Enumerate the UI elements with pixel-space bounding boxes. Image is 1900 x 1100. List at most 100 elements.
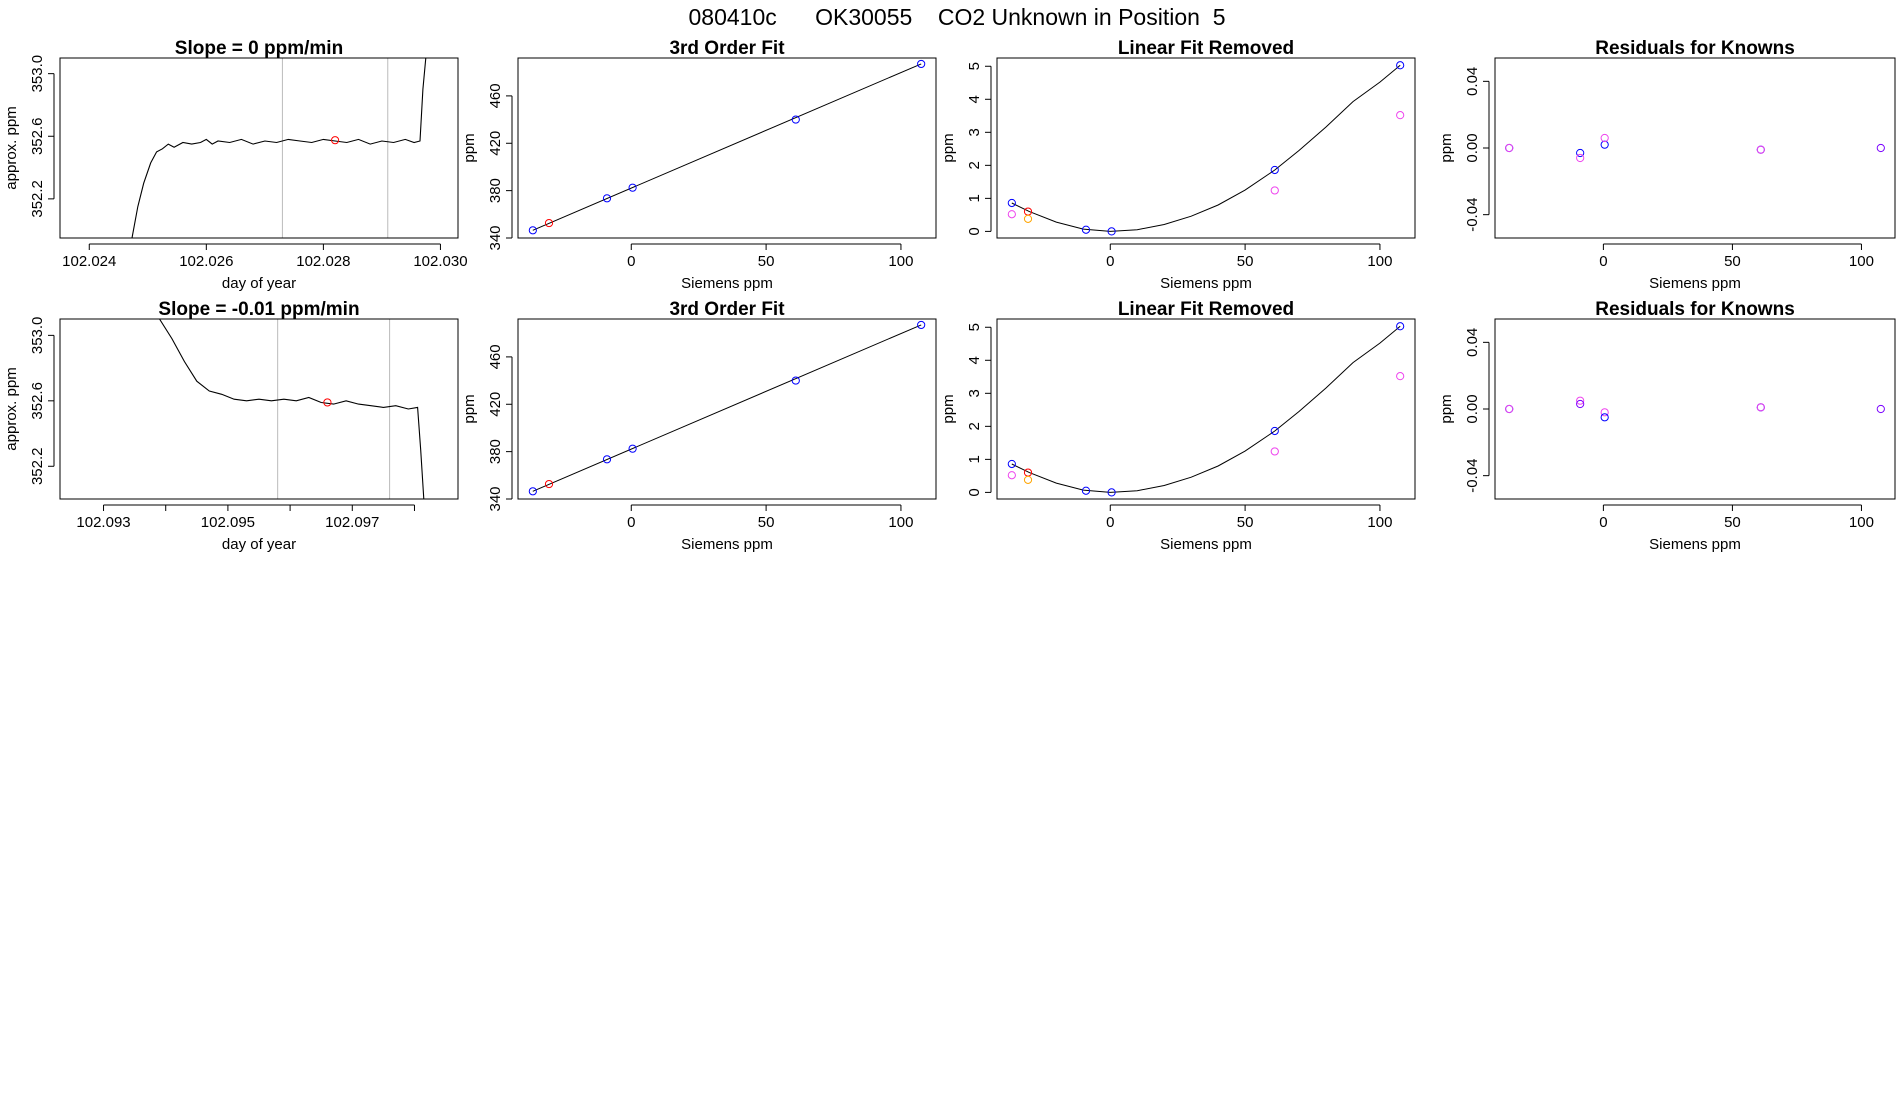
y-tick-label: 353.0 <box>29 55 46 93</box>
y-tick-label: 4 <box>966 95 983 103</box>
x-tick-label: 100 <box>888 514 913 531</box>
y-tick-label: 1 <box>966 455 983 463</box>
y-axis-label: ppm <box>461 394 478 423</box>
x-tick-label: 100 <box>1849 514 1874 531</box>
x-tick-label: 102.024 <box>62 253 116 270</box>
data-point <box>1081 486 1091 495</box>
data-point <box>1007 198 1016 208</box>
y-tick-label: 0 <box>966 227 983 235</box>
x-axis-label: Siemens ppm <box>1160 536 1252 553</box>
x-tick-label: 50 <box>1724 514 1741 531</box>
y-tick-label: 3 <box>966 389 983 397</box>
panel-title: Residuals for Knowns <box>1595 38 1795 59</box>
x-tick-label: 102.026 <box>179 253 233 270</box>
y-tick-label: 0.00 <box>1464 394 1481 423</box>
data-point <box>1396 61 1405 70</box>
panel-title: 3rd Order Fit <box>669 299 785 320</box>
data-point <box>544 479 554 489</box>
panel-title: Linear Fit Removed <box>1118 38 1294 59</box>
data-point <box>1756 403 1765 412</box>
plot-frame <box>59 318 459 500</box>
data-point <box>1396 372 1405 381</box>
y-axis-label: ppm <box>461 133 478 162</box>
data-point <box>1270 186 1279 195</box>
x-tick-label: 100 <box>1849 253 1874 270</box>
data-point <box>1576 153 1585 163</box>
data-point <box>1756 145 1765 154</box>
x-tick-label: 0 <box>1599 514 1607 531</box>
fit-curve <box>532 63 922 231</box>
plot-frame <box>996 57 1416 239</box>
panel-title: Residuals for Knowns <box>1595 299 1795 320</box>
data-point <box>791 115 800 124</box>
y-tick-label: 1 <box>966 194 983 202</box>
data-point <box>1600 140 1609 149</box>
data-point <box>1270 426 1279 436</box>
y-tick-label: 3 <box>966 128 983 136</box>
data-point <box>602 194 612 203</box>
data-point <box>528 487 537 496</box>
y-axis-label: approx. ppm <box>3 106 20 189</box>
x-tick-label: 0 <box>627 514 635 531</box>
x-tick-label: 102.093 <box>76 514 130 531</box>
fit-curve <box>532 324 922 492</box>
data-point <box>917 320 926 330</box>
x-tick-label: 0 <box>627 253 635 270</box>
figure-title: 080410c OK30055 CO2 Unknown in Position … <box>689 4 1226 30</box>
x-tick-label: 50 <box>758 253 775 270</box>
y-axis-label: ppm <box>940 394 957 423</box>
data-point <box>1107 227 1116 236</box>
y-tick-label: 2 <box>966 161 983 169</box>
plot-area <box>528 320 926 496</box>
y-tick-label: 0.00 <box>1464 133 1481 162</box>
y-tick-label: 352.2 <box>29 180 46 218</box>
y-tick-label: 0.04 <box>1464 67 1481 96</box>
y-tick-label: 0.04 <box>1464 328 1481 357</box>
panel-title: 3rd Order Fit <box>669 38 785 59</box>
data-point <box>1023 475 1033 484</box>
data-point <box>628 183 637 192</box>
x-axis-label: Siemens ppm <box>1649 536 1741 553</box>
data-point <box>1396 111 1405 120</box>
x-tick-label: 102.028 <box>296 253 350 270</box>
plot-area <box>159 319 425 499</box>
x-tick-label: 102.030 <box>413 253 467 270</box>
fit-curve <box>1011 325 1401 493</box>
data-point <box>1600 413 1609 422</box>
y-tick-label: 352.2 <box>29 447 46 485</box>
y-tick-label: 420 <box>487 131 504 156</box>
y-tick-label: -0.04 <box>1464 198 1481 232</box>
x-tick-label: 50 <box>1237 253 1254 270</box>
data-point <box>323 398 332 407</box>
y-tick-label: 380 <box>487 439 504 464</box>
data-point <box>1023 214 1033 223</box>
data-point <box>602 455 612 464</box>
data-point <box>1396 322 1405 331</box>
chart-panel-r2-timeseries: 102.093 102.095 102.097 352.2 352.6 353.0 Slop… <box>3 299 459 553</box>
panel-title: Slope = 0 ppm/min <box>175 38 343 59</box>
plot-area <box>1007 322 1405 497</box>
data-point <box>528 226 537 235</box>
x-axis-label: Siemens ppm <box>681 536 773 553</box>
data-point <box>1876 404 1885 414</box>
y-tick-label: 460 <box>487 344 504 369</box>
data-point <box>791 376 800 385</box>
data-point <box>544 218 554 228</box>
y-axis-label: ppm <box>940 133 957 162</box>
plot-frame <box>996 318 1416 500</box>
data-point <box>628 444 637 453</box>
chart-panel-r1-timeseries: 102.024 102.026 102.028 102.030 352.2 352.6 35… <box>3 38 468 292</box>
data-point <box>1505 404 1514 414</box>
data-point <box>330 136 340 145</box>
data-point <box>1876 143 1885 153</box>
y-tick-label: 420 <box>487 392 504 417</box>
data-point <box>1007 459 1016 469</box>
chart-panel-r1-fit: 0 50 100 340 380 420 460 3rd Order Fit Siemens p… <box>461 38 937 292</box>
y-tick-label: 340 <box>487 486 504 511</box>
x-tick-label: 50 <box>758 514 775 531</box>
y-tick-label: 352.6 <box>29 382 46 420</box>
x-tick-label: 100 <box>888 253 913 270</box>
data-point <box>1576 399 1585 409</box>
plot-frame <box>517 318 937 500</box>
